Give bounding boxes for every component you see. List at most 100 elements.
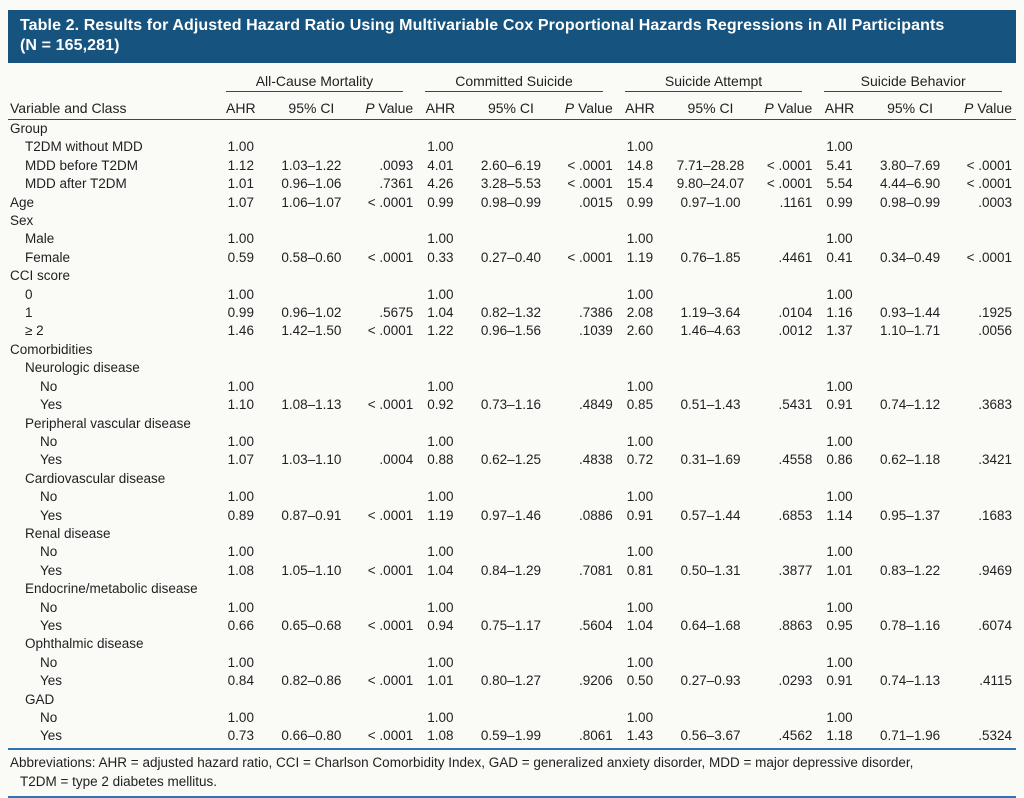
- footnote-line2: T2DM = type 2 diabetes mellitus.: [20, 773, 217, 789]
- cell-pvalue: .0015: [578, 194, 613, 210]
- cell-ci: 0.98–0.99: [880, 194, 941, 210]
- cell-ci: [464, 359, 559, 377]
- table-row: Sex: [8, 212, 1016, 230]
- cell-ahr: [617, 635, 663, 653]
- row-label: MDD before T2DM: [25, 157, 139, 173]
- cell-ci: 0.93–1.44: [880, 305, 941, 321]
- column-header-ahr: AHR: [816, 92, 863, 120]
- cell-ahr: [617, 267, 663, 285]
- table-row: Yes 0.66 0.65–0.68 < .0001 0.94 0.75–1.17 .560…: [8, 617, 1016, 635]
- row-label: Yes: [40, 562, 63, 578]
- cell-ahr: 1.00: [427, 139, 454, 155]
- cell-pvalue: .1161: [779, 194, 813, 210]
- cell-ahr: 14.8: [626, 157, 654, 173]
- cell-ci: [863, 525, 958, 543]
- cell-ci: 1.46–4.63: [680, 323, 741, 339]
- row-label: GAD: [25, 691, 55, 707]
- cell-ahr: 0.94: [427, 617, 454, 633]
- cell-ci: [264, 433, 359, 451]
- cell-ahr: 5.54: [826, 176, 853, 192]
- cell-ahr: 1.00: [626, 433, 654, 449]
- cell-ci: [863, 654, 958, 672]
- cell-ahr: 1.00: [826, 710, 853, 725]
- cell-ahr: 1.07: [227, 194, 254, 210]
- cell-pvalue: < .0001: [367, 728, 414, 744]
- cell-ahr: 0.50: [626, 673, 654, 689]
- cell-ahr: [816, 525, 862, 543]
- cell-pvalue: .4461: [778, 249, 813, 265]
- table-title-bar: Table 2. Results for Adjusted Hazard Rat…: [8, 10, 1016, 63]
- cell-ahr: 1.00: [227, 599, 254, 615]
- cell-pvalue: < .0001: [367, 249, 414, 265]
- cell-pvalue: .4115: [979, 673, 1012, 689]
- cell-pvalue: < .0001: [367, 673, 414, 689]
- cell-ci: [264, 599, 359, 617]
- cell-pvalue: [359, 709, 417, 727]
- cell-ci: [663, 691, 758, 709]
- cell-ahr: 1.00: [427, 599, 454, 615]
- cell-ci: [264, 543, 359, 561]
- cell-ahr: 1.01: [826, 562, 853, 578]
- cell-ahr: [816, 415, 862, 433]
- row-label: Yes: [40, 507, 63, 523]
- cell-pvalue: [957, 267, 1016, 285]
- cell-ci: [264, 267, 359, 285]
- table-row: MDD before T2DM 1.12 1.03–1.22 .0093 4.01 2.6…: [8, 157, 1016, 175]
- table-row: Endocrine/metabolic disease: [8, 580, 1016, 598]
- row-label: No: [40, 654, 58, 670]
- cell-ci: [863, 709, 958, 727]
- row-label: Neurologic disease: [25, 360, 140, 376]
- cell-ahr: 1.00: [826, 139, 853, 155]
- cell-ahr: 0.99: [227, 305, 254, 321]
- cell-pvalue: [758, 488, 816, 506]
- cell-pvalue: [558, 267, 616, 285]
- cell-pvalue: [558, 359, 616, 377]
- cell-ahr: 1.16: [826, 305, 853, 321]
- cell-pvalue: .7386: [578, 305, 613, 321]
- cell-ahr: [417, 580, 463, 598]
- cell-pvalue: [758, 433, 816, 451]
- cell-ahr: [617, 120, 663, 138]
- cell-ahr: 1.00: [227, 544, 254, 560]
- cell-ci: [863, 286, 958, 304]
- cell-ci: [464, 654, 559, 672]
- table-row: Male 1.00 1.00 1.00 1.00: [8, 230, 1016, 248]
- cell-ahr: [617, 470, 663, 488]
- group-header-4: Suicide Behavior: [816, 66, 1016, 92]
- cell-ci: 0.74–1.12: [880, 397, 941, 413]
- cell-ci: 3.28–5.53: [480, 176, 541, 192]
- cell-ci: [264, 525, 359, 543]
- cell-ahr: 1.19: [626, 249, 654, 265]
- cell-ci: [464, 635, 559, 653]
- cell-pvalue: .0004: [379, 452, 414, 468]
- table-row: Yes 1.08 1.05–1.10 < .0001 1.04 0.84–1.29 .708…: [8, 562, 1016, 580]
- cell-ahr: 1.00: [227, 378, 254, 394]
- row-label: T2DM without MDD: [25, 139, 143, 155]
- cell-pvalue: [359, 341, 417, 359]
- cell-pvalue: [558, 635, 616, 653]
- cell-pvalue: < .0001: [367, 397, 414, 413]
- cell-ci: [264, 654, 359, 672]
- cell-ahr: 1.46: [227, 323, 254, 339]
- cell-ci: [264, 120, 359, 138]
- table-row: 0 1.00 1.00 1.00 1.00: [8, 286, 1016, 304]
- row-label: CCI score: [10, 268, 71, 284]
- cell-pvalue: .0093: [379, 157, 414, 173]
- cell-ci: [464, 709, 559, 727]
- cell-ci: [464, 212, 559, 230]
- cell-ci: [464, 488, 559, 506]
- cell-pvalue: [957, 341, 1016, 359]
- cell-ci: 7.71–28.28: [676, 157, 745, 173]
- cell-pvalue: .9469: [978, 562, 1012, 578]
- cell-pvalue: [359, 543, 417, 561]
- column-header-ahr: AHR: [217, 92, 264, 120]
- cell-ci: 0.74–1.13: [880, 673, 941, 689]
- cell-ci: [264, 230, 359, 248]
- cell-ahr: [816, 212, 862, 230]
- cell-pvalue: [758, 709, 816, 727]
- cell-ahr: [417, 635, 463, 653]
- cell-pvalue: [359, 599, 417, 617]
- cell-pvalue: [758, 267, 816, 285]
- group-header-spacer: [8, 66, 218, 92]
- cell-ahr: [218, 267, 264, 285]
